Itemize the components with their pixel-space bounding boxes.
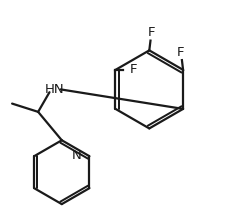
Text: F: F (129, 63, 136, 76)
Text: F: F (147, 26, 155, 39)
Text: N: N (71, 148, 81, 162)
Text: HN: HN (45, 83, 64, 96)
Text: F: F (176, 46, 184, 59)
